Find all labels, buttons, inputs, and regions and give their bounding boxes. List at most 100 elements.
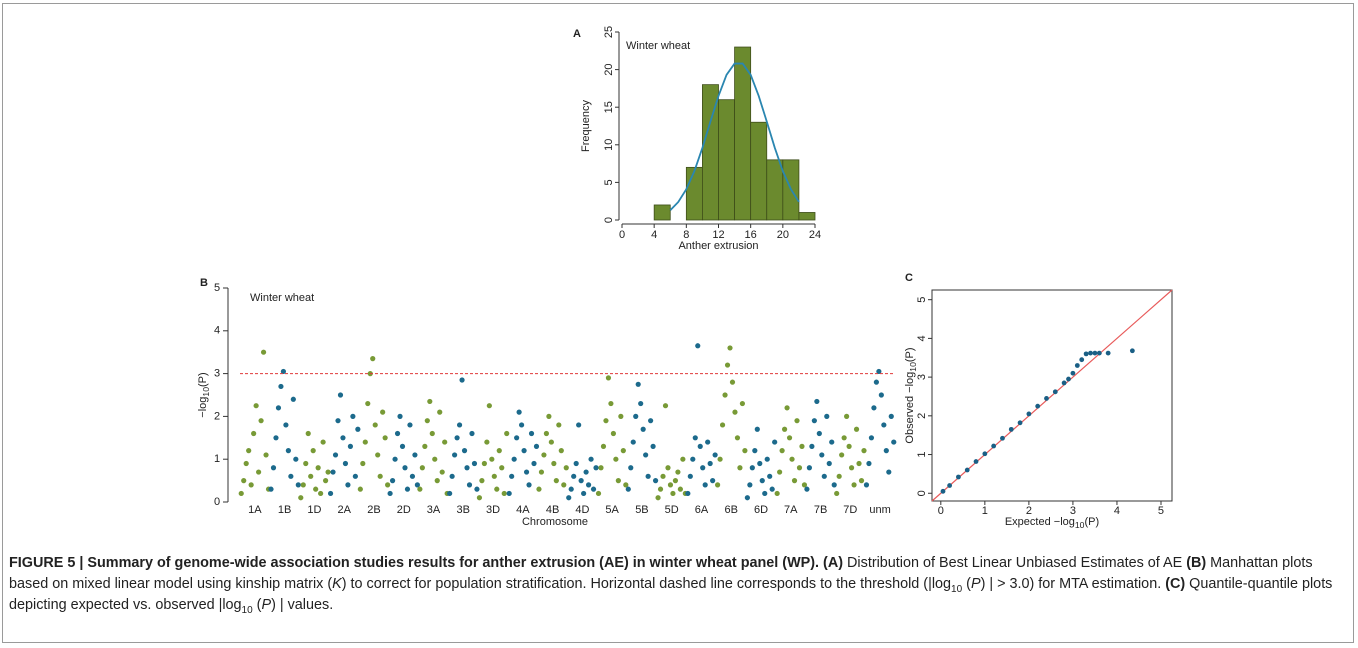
snp-point — [422, 443, 428, 449]
snp-point — [821, 473, 827, 479]
x-tick-label: 5 — [1158, 505, 1164, 517]
snp-point — [757, 460, 763, 467]
histogram-bar — [750, 121, 768, 221]
snp-point — [786, 435, 793, 441]
qq-point — [1000, 435, 1005, 441]
snp-point — [806, 465, 813, 471]
snp-point — [759, 478, 765, 484]
snp-point — [248, 482, 254, 488]
snp-point — [568, 486, 574, 492]
snp-point — [625, 486, 631, 492]
qq-point — [982, 451, 988, 457]
snp-point — [677, 486, 683, 492]
y-tick-label: 5 — [916, 297, 928, 303]
qq-point — [1088, 350, 1093, 356]
snp-point — [608, 400, 614, 407]
qq-point — [1044, 396, 1049, 401]
qq-point — [940, 488, 946, 494]
caption-normal: Quantile-quantile plots depicting expect… — [9, 576, 1333, 613]
snp-point — [657, 486, 664, 492]
snp-point — [375, 452, 381, 458]
snp-point — [635, 381, 641, 387]
snp-point — [600, 443, 607, 449]
qq-point — [1129, 348, 1135, 354]
y-axis-label-tail: (P) — [197, 372, 209, 387]
qq-point — [947, 483, 953, 488]
snp-point — [799, 443, 805, 449]
snp-point — [690, 456, 696, 462]
snp-point — [633, 413, 639, 419]
snp-point — [409, 473, 416, 479]
panel-label: C — [905, 272, 913, 284]
snp-point — [781, 426, 788, 432]
snp-point — [521, 448, 527, 454]
snp-point — [687, 473, 693, 479]
snp-point — [590, 486, 597, 492]
snp-point — [313, 486, 319, 492]
y-tick-label: 0 — [603, 217, 615, 223]
snp-point — [528, 430, 535, 437]
y-tick-label: 25 — [603, 26, 615, 38]
snp-point — [831, 482, 837, 488]
y-tick-label: 15 — [603, 101, 615, 113]
snp-point — [486, 403, 492, 409]
snp-point — [839, 452, 845, 458]
caption-normal: ( — [962, 576, 971, 592]
snp-point — [509, 473, 515, 479]
snp-point — [727, 345, 733, 351]
snp-point — [429, 430, 435, 437]
snp-point — [377, 473, 383, 479]
snp-point — [672, 478, 679, 484]
snp-point — [501, 490, 507, 497]
snp-point — [432, 456, 438, 462]
x-tick-label: 7B — [814, 504, 827, 516]
snp-point — [700, 465, 706, 471]
snp-point — [315, 465, 321, 471]
snp-point — [531, 460, 537, 467]
snp-point — [278, 383, 284, 390]
y-tick-label: 20 — [603, 63, 615, 75]
snp-point — [824, 413, 830, 419]
snp-point — [675, 469, 681, 475]
snp-point — [685, 490, 691, 497]
snp-point — [667, 482, 674, 488]
snp-point — [829, 439, 835, 445]
snp-point — [459, 377, 465, 383]
snp-point — [283, 422, 289, 428]
figure-frame — [2, 3, 1354, 643]
y-tick-label: 0 — [214, 496, 220, 508]
qq-point — [1017, 420, 1023, 426]
caption-italic: P — [261, 597, 272, 613]
y-axis-label: −log10(P) — [197, 372, 211, 417]
snp-point — [809, 443, 815, 449]
snp-point — [769, 486, 775, 492]
snp-point — [335, 418, 341, 424]
snp-point — [551, 460, 557, 467]
snp-point — [548, 439, 554, 445]
x-tick-label: 4A — [516, 504, 530, 516]
snp-point — [275, 405, 282, 411]
snp-point — [794, 418, 800, 424]
snp-point — [593, 465, 599, 471]
qq-point — [1008, 426, 1014, 432]
snp-point — [394, 430, 401, 437]
qq-point — [973, 459, 979, 464]
x-tick-label: 7D — [843, 504, 857, 516]
snp-point — [543, 430, 550, 437]
snp-point — [856, 460, 862, 467]
snp-point — [519, 422, 525, 428]
qq-point — [1105, 350, 1111, 356]
x-axis-label: Anther extrusion — [678, 240, 758, 252]
snp-point — [320, 439, 326, 445]
snp-point — [385, 482, 391, 488]
x-tick-label: 12 — [712, 229, 724, 241]
snp-point — [288, 473, 294, 479]
x-tick-label: 7A — [784, 504, 798, 516]
snp-point — [650, 443, 656, 449]
snp-point — [628, 465, 634, 471]
snp-point — [256, 469, 262, 475]
snp-point — [327, 490, 334, 497]
snp-point — [504, 430, 510, 437]
snp-point — [615, 478, 621, 484]
snp-point — [796, 465, 803, 471]
